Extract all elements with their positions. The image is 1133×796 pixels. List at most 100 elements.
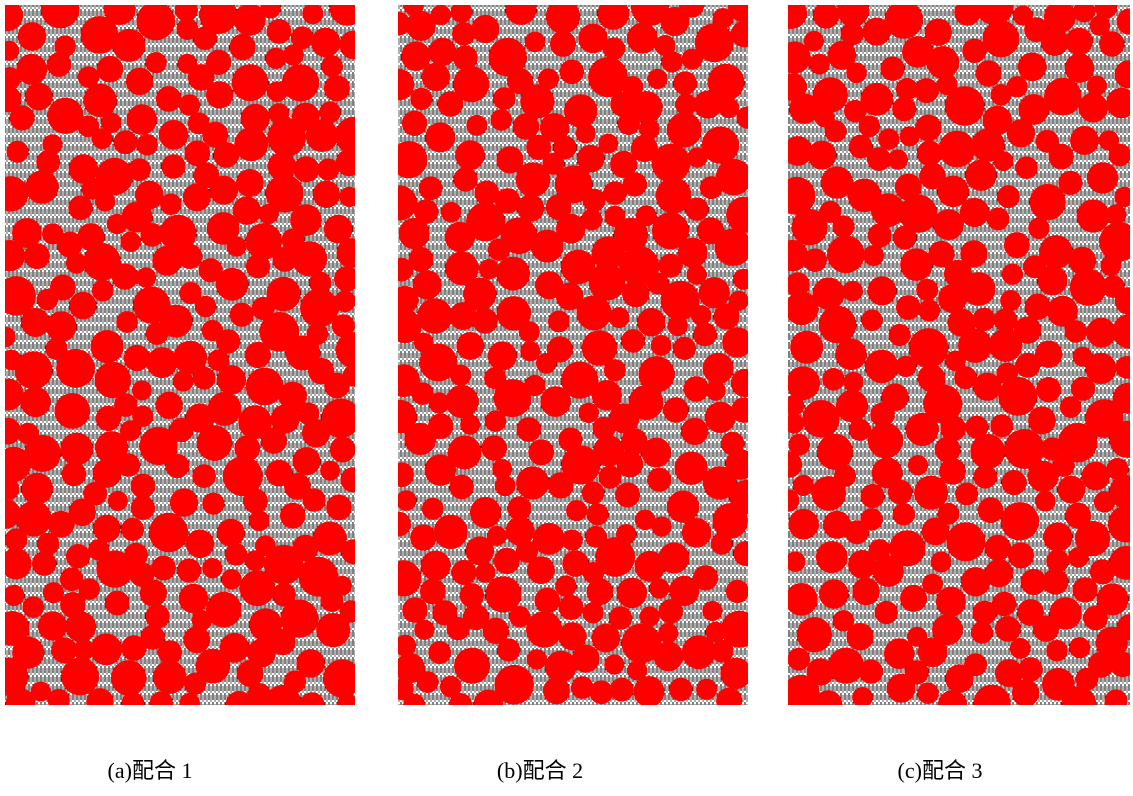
particle <box>815 107 835 127</box>
particle <box>394 635 416 657</box>
particle <box>108 491 128 511</box>
particle <box>132 380 152 400</box>
particle <box>42 134 62 154</box>
particle <box>993 151 1013 171</box>
particle <box>234 435 260 461</box>
particle <box>428 641 451 664</box>
particle <box>232 64 269 101</box>
particle <box>733 541 758 566</box>
particle <box>918 300 940 322</box>
particle <box>483 618 509 644</box>
particle <box>282 64 319 101</box>
particle <box>599 466 622 489</box>
particle <box>495 475 516 496</box>
particle <box>390 258 414 282</box>
particle <box>973 373 1001 401</box>
particle <box>90 633 122 665</box>
particle <box>592 380 622 410</box>
particle <box>1105 689 1128 712</box>
particle <box>797 617 832 652</box>
particle <box>1070 126 1099 155</box>
particle <box>332 314 355 337</box>
particle <box>564 94 598 128</box>
particle <box>455 140 485 170</box>
particle <box>1088 652 1114 678</box>
particle <box>1004 232 1030 258</box>
particle <box>609 307 630 328</box>
particle <box>1060 396 1082 418</box>
particle <box>1015 156 1038 179</box>
particle <box>790 331 823 364</box>
particle <box>81 178 103 200</box>
particle <box>1035 491 1056 512</box>
particle <box>1010 638 1031 659</box>
particle <box>122 201 153 232</box>
particle <box>998 377 1037 416</box>
particle <box>272 583 296 607</box>
particle <box>481 435 507 461</box>
particle <box>496 257 530 291</box>
particle <box>97 56 124 83</box>
particle <box>669 678 693 702</box>
particle <box>21 308 50 337</box>
particle <box>340 467 365 492</box>
particle <box>524 375 545 396</box>
particle <box>1002 264 1023 285</box>
particle <box>1100 255 1121 276</box>
particle <box>422 498 444 520</box>
particle <box>543 677 570 704</box>
particle <box>833 610 855 632</box>
particle <box>1058 476 1086 504</box>
particle <box>383 400 417 434</box>
particle <box>453 45 478 70</box>
particle <box>895 356 916 377</box>
particle <box>390 141 427 178</box>
particle <box>603 37 625 59</box>
particle <box>581 209 603 231</box>
particle <box>868 223 892 247</box>
particle <box>647 69 667 89</box>
particle <box>470 497 501 528</box>
particle <box>827 235 865 273</box>
particle <box>86 688 114 716</box>
particle <box>1099 130 1119 150</box>
particle <box>973 685 1010 722</box>
particle <box>559 595 584 620</box>
particle <box>136 134 158 156</box>
particle <box>246 254 270 278</box>
particle <box>587 578 614 605</box>
particle <box>658 254 682 278</box>
particle <box>1 350 22 371</box>
particle <box>188 112 210 134</box>
particle <box>965 160 996 191</box>
particle <box>282 228 305 251</box>
particle <box>1081 462 1110 491</box>
particle <box>402 597 428 623</box>
particle <box>1046 550 1069 573</box>
particle <box>38 611 68 641</box>
particle <box>160 193 182 215</box>
particle <box>324 75 350 101</box>
particle <box>309 272 331 294</box>
particle <box>610 91 635 116</box>
particle <box>987 208 1010 231</box>
particle <box>938 503 960 525</box>
particle <box>488 341 517 370</box>
particle <box>852 687 873 708</box>
particle <box>629 385 664 420</box>
particle <box>1021 569 1047 595</box>
particle <box>687 264 707 284</box>
particle <box>667 491 699 523</box>
particle <box>313 181 340 208</box>
particle <box>136 2 175 41</box>
particle <box>217 519 245 547</box>
particle <box>779 41 811 73</box>
particle <box>131 496 155 520</box>
particle <box>1065 320 1088 343</box>
particle <box>694 91 722 119</box>
particle <box>226 236 246 256</box>
particle <box>1090 559 1115 584</box>
particle <box>83 482 107 506</box>
particle <box>1070 269 1107 306</box>
particle <box>779 73 807 101</box>
